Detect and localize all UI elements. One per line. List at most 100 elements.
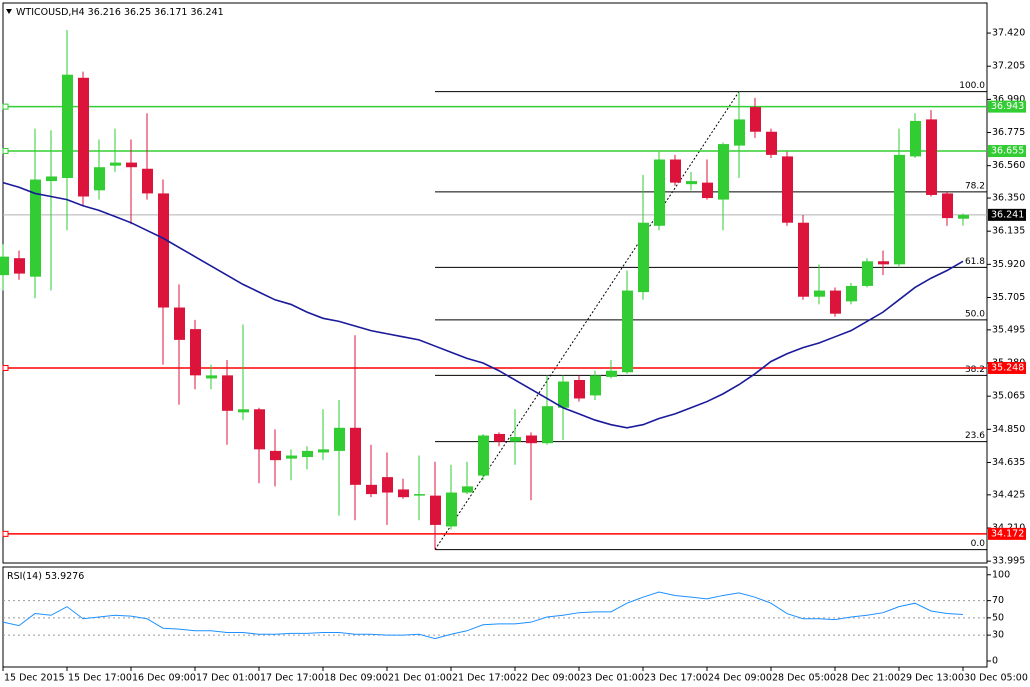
x-tick-label: 15 Dec 17:00: [68, 673, 132, 684]
candle-body: [590, 375, 601, 396]
candle-body: [766, 131, 777, 155]
candle-body: [654, 159, 665, 226]
candle-body: [638, 222, 649, 293]
y-tick-label: 35.495: [992, 324, 1025, 335]
rsi-panel: [2, 566, 988, 668]
candle-body: [526, 435, 537, 444]
candle-body: [542, 406, 553, 444]
y-tick-label: 36.775: [992, 127, 1025, 138]
candle-body: [334, 427, 345, 451]
level-label-box: [988, 361, 1026, 374]
candle-body: [926, 119, 937, 195]
candle-body: [446, 492, 457, 527]
candle-body: [94, 167, 105, 191]
candle-body: [878, 261, 889, 265]
candle-body: [750, 107, 761, 132]
y-tick-label: 34.635: [992, 457, 1025, 468]
level-label-box: [988, 527, 1026, 540]
candle-body: [846, 285, 857, 302]
main-panel: [2, 2, 988, 564]
x-tick-label: 21 Dec 01:00: [388, 673, 452, 684]
y-tick-label: 35.065: [992, 391, 1025, 402]
candle-body: [190, 329, 201, 376]
candle-body: [734, 119, 745, 146]
candle-body: [686, 181, 697, 185]
x-tick-label: 23 Dec 17:00: [644, 673, 708, 684]
candle-body: [222, 375, 233, 411]
menu-icon: [6, 9, 12, 14]
x-tick-label: 28 Dec 05:00: [772, 673, 836, 684]
x-tick-label: 17 Dec 17:00: [260, 673, 324, 684]
candle-body: [270, 450, 281, 461]
candle-body: [318, 449, 329, 453]
y-tick-label: 37.205: [992, 61, 1025, 72]
candle-body: [366, 484, 377, 495]
rsi-tick-label: 50: [992, 612, 1004, 623]
candle-body: [30, 179, 41, 277]
level-label: 35.248: [991, 362, 1024, 373]
candle-body: [414, 494, 425, 496]
y-tick-label: 36.990: [992, 94, 1025, 105]
rsi-tick-label: 0: [992, 655, 998, 666]
candle-body: [46, 176, 57, 182]
x-tick-label: 22 Dec 09:00: [516, 673, 580, 684]
x-tick-label: 30 Dec 05:00: [964, 673, 1028, 684]
candle-body: [382, 477, 393, 493]
fib-label: 61.8: [965, 257, 985, 267]
fib-label: 38.2: [965, 365, 985, 375]
chart-title: WTICOUSD,H4: [16, 7, 85, 18]
candle-body: [110, 162, 121, 166]
x-tick-label: 16 Dec 09:00: [132, 673, 196, 684]
fib-label: 23.6: [965, 431, 985, 441]
fib-label: 0.0: [971, 539, 986, 549]
y-tick-label: 36.350: [992, 193, 1025, 204]
candle-body: [142, 168, 153, 194]
candle-body: [670, 159, 681, 183]
candle-body: [286, 455, 297, 459]
close-value: 36.241: [190, 7, 223, 18]
level-anchor: [2, 103, 9, 110]
y-tick-label: 35.705: [992, 292, 1025, 303]
candle-body: [830, 290, 841, 314]
candle-body: [718, 144, 729, 200]
level-label: 36.655: [991, 146, 1024, 157]
level-anchor: [2, 530, 9, 537]
candle-body: [174, 307, 185, 340]
rsi-tick-label: 70: [992, 595, 1004, 606]
candle-body: [430, 495, 441, 525]
y-tick-label: 36.560: [992, 160, 1025, 171]
candle-body: [782, 156, 793, 223]
x-tick-label: 24 Dec 09:00: [708, 673, 772, 684]
candle-body: [958, 214, 969, 219]
price-label-box: [988, 208, 1026, 221]
level-label-box: [988, 145, 1026, 158]
candle-body: [302, 450, 313, 458]
candle-body: [0, 256, 9, 276]
y-tick-label: 34.425: [992, 489, 1025, 500]
candle-body: [702, 182, 713, 199]
y-tick-label: 34.850: [992, 424, 1025, 435]
chart-header: WTICOUSD,H4 36.216 36.25 36.171 36.241: [16, 7, 224, 18]
candle-body: [62, 74, 73, 178]
y-tick-label: 36.135: [992, 226, 1025, 237]
rsi-title: RSI(14): [7, 571, 42, 582]
candle-body: [798, 222, 809, 297]
y-tick-label: 37.420: [992, 28, 1025, 39]
rsi-tick-label: 30: [992, 630, 1004, 641]
x-tick-label: 23 Dec 01:00: [580, 673, 644, 684]
candle-body: [606, 370, 617, 377]
candle-body: [462, 486, 473, 493]
fib-label: 100.0: [959, 81, 985, 91]
level-anchor: [2, 148, 9, 155]
candle-body: [126, 162, 137, 168]
candle-body: [78, 77, 89, 197]
x-tick-label: 17 Dec 01:00: [196, 673, 260, 684]
x-tick-label: 29 Dec 13:00: [900, 673, 964, 684]
level-label: 34.172: [991, 528, 1024, 539]
candle-body: [814, 290, 825, 297]
level-anchor: [2, 364, 9, 371]
fib-label: 50.0: [965, 309, 985, 319]
candle-body: [894, 154, 905, 265]
